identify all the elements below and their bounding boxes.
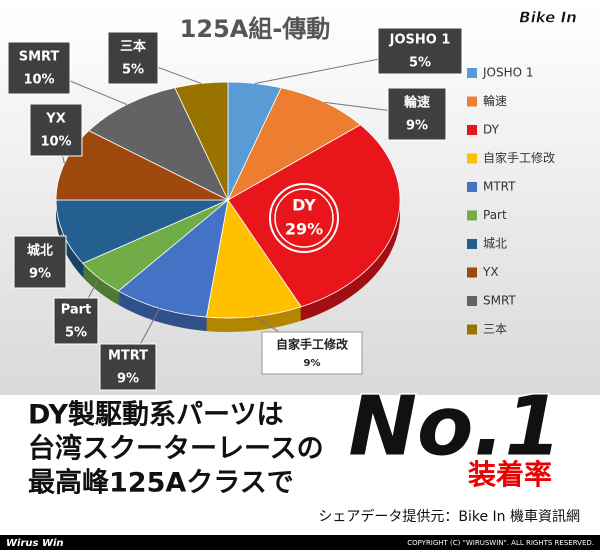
source: シェアデータ提供元：Bike In 機車資訊網 [318,508,580,525]
data-label: 10% [40,135,71,150]
copyright: COPYRIGHT (C) "WIRUSWIN". ALL RIGHTS RES… [407,539,594,547]
footer-bar [0,535,600,550]
label-box [7,41,71,95]
chart-title: 125A組-傳動 [180,15,331,43]
legend-swatch [467,96,477,107]
data-label: 5% [122,63,144,78]
data-label-name: MTRT [108,349,148,364]
data-label-name: SMRT [19,50,60,65]
legend-label: SMRT [483,294,516,308]
badge: No.1 [348,379,561,474]
slice [55,199,229,264]
logo: Bike In [519,9,577,27]
banner-background [0,395,600,535]
banner-line: 最高峰125Aクラスで [28,467,294,499]
data-label: 5% [65,326,87,341]
data-label: 5% [409,56,431,71]
data-label: 9% [406,119,428,134]
legend-label: 城北 [483,237,507,251]
banner-line: DY製駆動系パーツは [28,400,283,431]
legend-label: Part [483,208,507,222]
data-label: 9% [304,358,321,369]
label-box [261,331,363,375]
label-box [107,31,159,85]
data-label-name: JOSHO 1 [389,33,451,48]
legend-swatch [467,125,477,135]
label-ring [274,188,334,248]
label-box [387,87,447,141]
label-box [53,297,99,345]
data-label: 9% [117,372,139,387]
data-label: 29% [285,220,323,239]
legend-label: DY [483,123,500,137]
label-box [29,103,83,157]
label-box [99,343,157,391]
data-label: 10% [23,73,54,88]
legend-swatch [467,210,477,221]
badge-sub: 装着率 [468,458,552,491]
data-label-name: Part [61,303,92,318]
data-label-name: DY [292,196,316,215]
legend-swatch [467,296,477,306]
legend-label: YX [482,265,499,279]
banner: DY製駆動系パーツは 台湾スクーターレースの 最高峰125Aクラスで No.1 … [28,378,580,525]
slice [205,198,302,319]
legend-swatch [467,153,477,164]
legend-swatch [467,267,477,278]
footer-brand: Wirus Win [6,538,64,549]
legend-swatch [467,182,477,192]
slice [227,124,401,308]
data-label-name: 輪速 [404,95,430,111]
data-label: 9% [29,267,51,282]
label-box [13,235,67,289]
slice [227,87,362,201]
label-ring [269,183,339,253]
legend-label: JOSHO 1 [482,66,534,80]
data-label-name: 城北 [27,243,53,259]
data-label-name: 自家手工修改 [276,337,349,352]
legend-label: 三本 [483,322,507,336]
legend-label: 自家手工修改 [483,150,555,165]
data-label-name: YX [45,112,65,127]
legend-swatch [467,239,477,249]
label-box [377,27,463,75]
data-label-name: 三本 [120,39,146,55]
legend-label: 輪速 [483,93,507,108]
slice [174,81,229,201]
banner-line: 台湾スクーターレースの [28,433,324,465]
legend-swatch [467,324,477,335]
legend-label: MTRT [483,180,516,194]
legend-swatch [467,68,477,78]
slice [117,198,229,318]
